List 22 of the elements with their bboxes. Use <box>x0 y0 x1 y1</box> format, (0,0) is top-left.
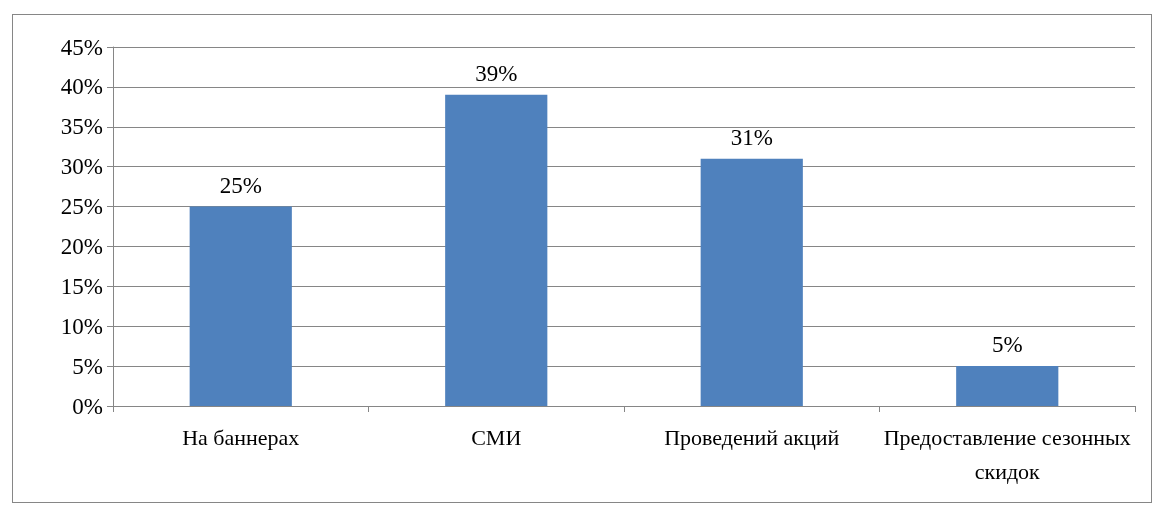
y-tick-label: 0% <box>72 393 103 419</box>
y-tick-label: 35% <box>60 114 103 140</box>
y-tick-label: 40% <box>60 74 103 100</box>
x-tick-label: На баннерах <box>182 424 300 450</box>
data-label: 31% <box>730 124 773 150</box>
bar <box>189 206 292 406</box>
x-tick-label: Проведений акций <box>664 424 840 450</box>
bar <box>700 158 803 406</box>
data-label: 39% <box>475 60 518 86</box>
y-tick-label: 15% <box>60 273 103 299</box>
y-tick-label: 45% <box>60 34 103 60</box>
y-tick-label: 5% <box>72 353 103 379</box>
bar <box>445 94 548 406</box>
y-tick-label: 20% <box>60 233 103 259</box>
data-label: 25% <box>219 172 262 198</box>
x-tick-label: СМИ <box>471 424 522 450</box>
y-tick-label: 10% <box>60 313 103 339</box>
y-tick-label: 25% <box>60 194 103 220</box>
x-tick-label: Предоставление сезонных скидок <box>883 424 1131 484</box>
data-label: 5% <box>991 332 1023 358</box>
bar <box>956 366 1059 406</box>
y-tick-label: 30% <box>60 154 103 180</box>
